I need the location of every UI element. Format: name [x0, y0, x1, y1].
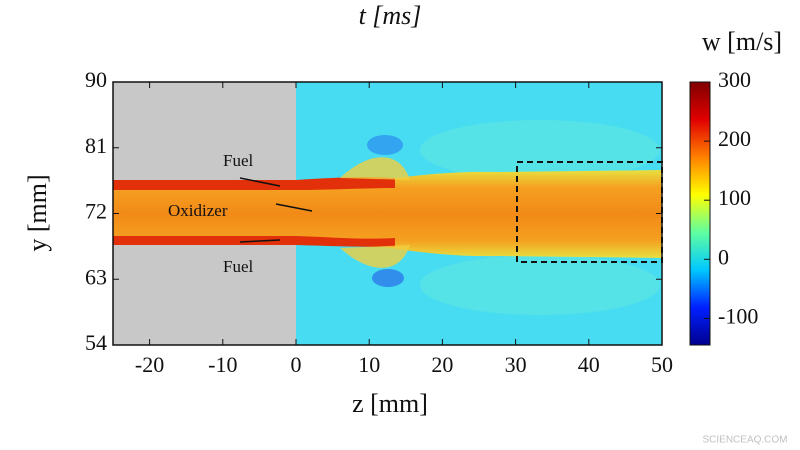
- chart-title: t [ms]: [359, 1, 422, 30]
- x-tick-label: -20: [135, 352, 164, 377]
- x-tick-label: 20: [431, 352, 453, 377]
- y-tick-label: 72: [85, 199, 107, 224]
- field: [113, 82, 663, 345]
- y-tick-label: 81: [85, 133, 107, 158]
- colorbar: [689, 81, 711, 346]
- annotation: Fuel: [223, 151, 254, 170]
- y-tick-label: 63: [85, 264, 107, 289]
- watermark: SCIENCEAQ.COM: [702, 435, 787, 446]
- x-tick-label: 40: [578, 352, 600, 377]
- colorbar-label: w [m/s]: [702, 27, 782, 56]
- y-tick-label: 90: [85, 67, 107, 92]
- x-tick-label: 0: [291, 352, 302, 377]
- y-axis-label: y [mm]: [23, 174, 52, 251]
- x-tick-label: 30: [505, 352, 527, 377]
- annotation: Fuel: [223, 257, 254, 276]
- colorbar-tick-label: 200: [718, 126, 751, 151]
- y-tick-label: 54: [85, 330, 107, 355]
- x-tick-label: 10: [358, 352, 380, 377]
- x-tick-label: -10: [208, 352, 237, 377]
- colorbar-tick-label: 300: [718, 67, 751, 92]
- annotation: Oxidizer: [168, 201, 228, 220]
- x-tick-label: 50: [651, 352, 673, 377]
- colorbar-tick-label: -100: [718, 303, 758, 328]
- colorbar-tick-label: 0: [718, 244, 729, 269]
- x-axis-label: z [mm]: [352, 389, 428, 418]
- colorbar-tick-label: 100: [718, 185, 751, 210]
